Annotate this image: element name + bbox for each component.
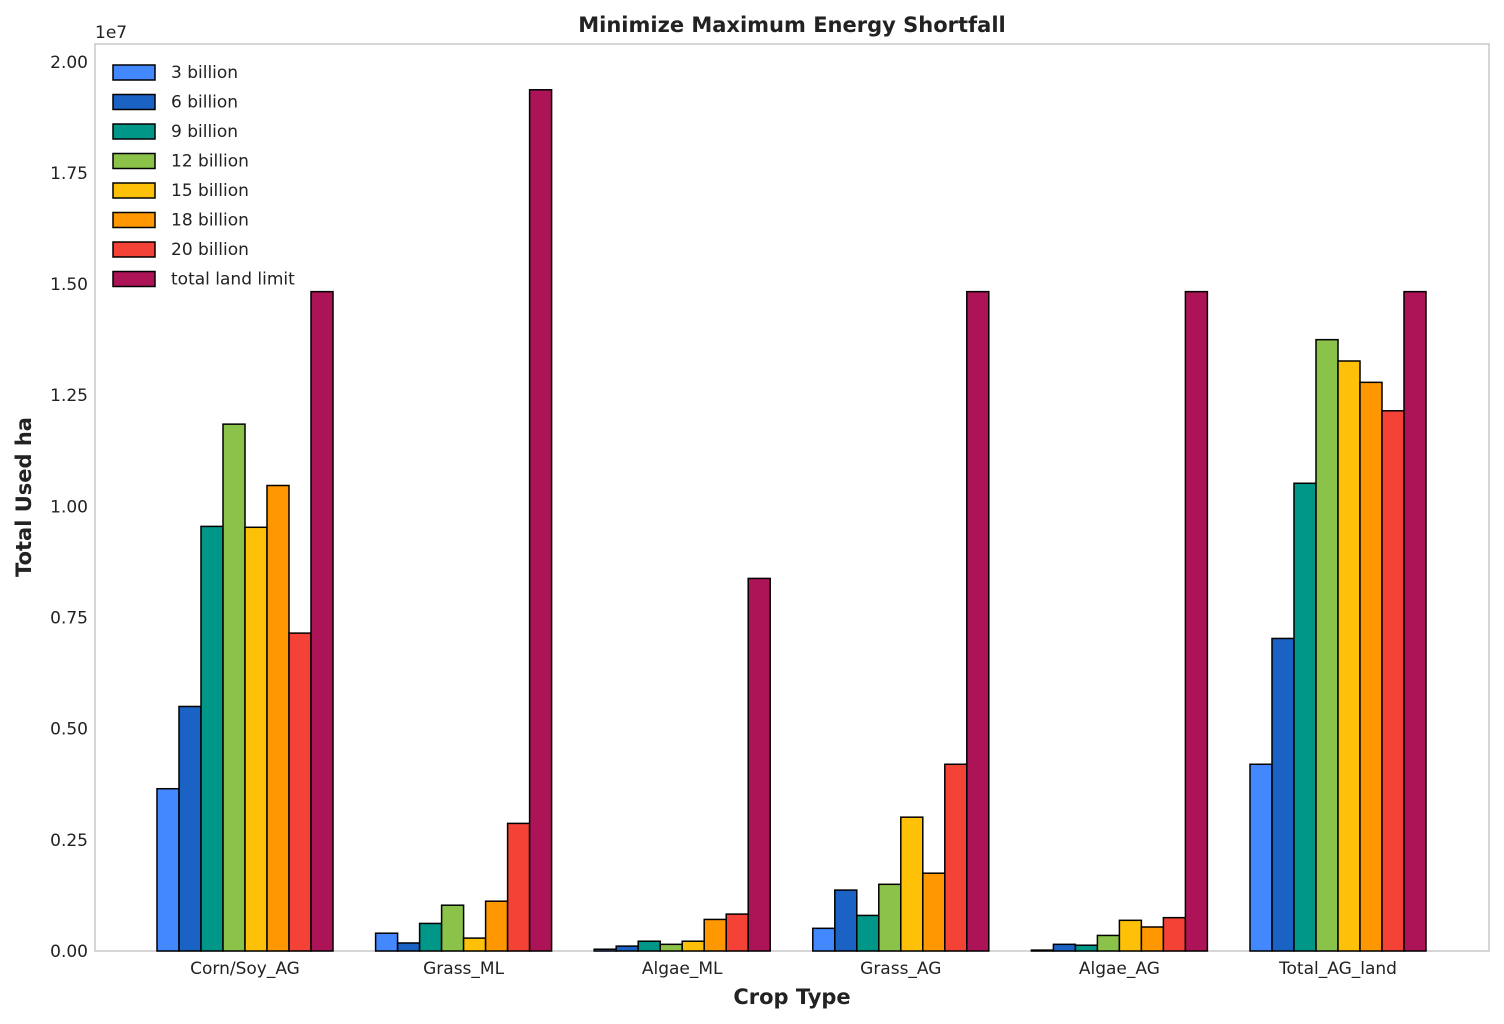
- bar: [266, 484, 290, 952]
- y-tick-label: 0.00: [50, 942, 88, 962]
- bar: [310, 290, 334, 952]
- bar: [528, 89, 553, 952]
- bar: [244, 526, 268, 952]
- legend-label: 9 billion: [171, 122, 238, 142]
- bar: [1052, 943, 1077, 952]
- x-tick-label: Corn/Soy_AG: [190, 959, 300, 979]
- bar: [1030, 949, 1055, 952]
- legend-swatch: [112, 211, 156, 229]
- legend: 3 billion 6 billion 9 billion 12 billion 15 …: [112, 63, 295, 290]
- bar: [1403, 290, 1427, 952]
- legend-swatch: [112, 241, 156, 258]
- bar: [418, 922, 443, 952]
- bar: [156, 787, 180, 952]
- x-tick-label: Algae_AG: [1079, 959, 1160, 979]
- legend-label: total land limit: [171, 270, 295, 290]
- x-tick-label: Total_AG_land: [1278, 959, 1397, 979]
- bar: [440, 904, 465, 952]
- bar: [856, 914, 880, 952]
- legend-swatch: [112, 123, 156, 140]
- bar: [703, 918, 727, 952]
- y-tick-label: 1.50: [50, 275, 88, 295]
- x-tick-label: Algae_ML: [642, 959, 723, 979]
- legend-label: 3 billion: [171, 63, 238, 83]
- bar: [966, 290, 990, 952]
- bar: [1381, 410, 1405, 952]
- bar: [200, 525, 224, 952]
- bar: [900, 816, 924, 952]
- legend-swatch: [112, 93, 156, 111]
- legend-label: 20 billion: [171, 240, 249, 260]
- bar: [1337, 360, 1361, 952]
- legend-label: 15 billion: [171, 181, 249, 201]
- legend-label: 18 billion: [171, 211, 249, 231]
- bar: [659, 943, 683, 952]
- bar: [484, 900, 509, 952]
- bar: [812, 927, 836, 952]
- bar: [637, 940, 661, 952]
- bar: [506, 822, 531, 952]
- bar: [1074, 944, 1099, 952]
- chart-title: Minimize Maximum Energy Shortfall: [578, 13, 1005, 37]
- y-tick-label: 0.25: [50, 831, 88, 851]
- y-tick-label: 2.00: [50, 53, 88, 73]
- bar: [178, 705, 202, 952]
- bar: [222, 423, 246, 952]
- bar: [1140, 926, 1165, 952]
- legend-swatch: [112, 182, 156, 199]
- bar: [1271, 637, 1295, 952]
- bar: [725, 913, 749, 952]
- bar: [615, 945, 639, 952]
- bar: [747, 577, 771, 952]
- bar: [1315, 338, 1339, 952]
- y-tick-label: 1.25: [50, 386, 88, 406]
- bar: [1249, 763, 1273, 952]
- y-tick-label: 1.75: [50, 164, 88, 184]
- bar: [462, 937, 487, 952]
- bar: [1118, 919, 1143, 952]
- y-tick-label: 1.00: [50, 497, 88, 517]
- bar: [374, 932, 399, 952]
- bar: [593, 948, 617, 952]
- bar: [288, 632, 312, 952]
- legend-swatch: [112, 152, 156, 170]
- bars-group: [156, 89, 1427, 952]
- legend-label: 6 billion: [171, 93, 238, 113]
- x-tick-label: Grass_ML: [423, 959, 504, 979]
- bar: [681, 940, 705, 952]
- y-tick-label: 0.75: [50, 609, 88, 629]
- bar: [1293, 482, 1317, 952]
- bar: [944, 763, 968, 952]
- x-tick-label: Grass_AG: [860, 959, 941, 979]
- y-tick-label: 0.50: [50, 720, 88, 740]
- bar: [922, 872, 946, 952]
- y-axis-label: Total Used ha: [12, 417, 36, 577]
- legend-label: 12 billion: [171, 152, 249, 172]
- bar: [834, 889, 858, 952]
- x-ticks: Corn/Soy_AG Grass_ML Algae_ML Grass_AG Algae…: [190, 959, 1397, 979]
- y-offset-text: 1e7: [95, 23, 127, 43]
- y-ticks: 0.00 0.25 0.50 0.75 1.00 1.25 1.50 1.75 2.00: [50, 53, 88, 962]
- bar: [878, 883, 902, 952]
- bar: [1359, 381, 1383, 952]
- legend-swatch: [112, 270, 156, 288]
- bar: [396, 942, 421, 952]
- bar: [1096, 934, 1121, 952]
- bar: [1184, 290, 1209, 952]
- legend-swatch: [112, 64, 156, 81]
- x-axis-label: Crop Type: [733, 985, 850, 1009]
- bar: [1162, 916, 1187, 952]
